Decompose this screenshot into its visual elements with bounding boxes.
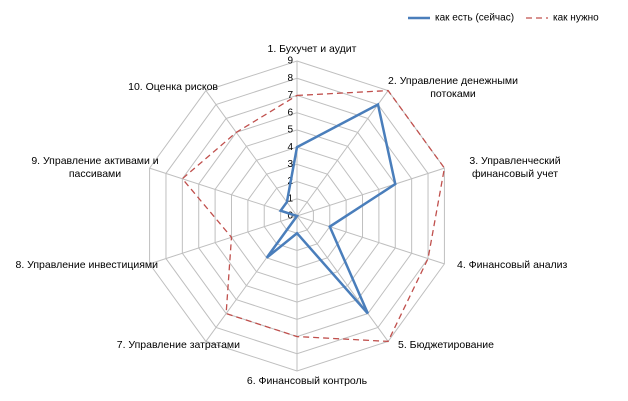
r-tick-label: 1	[287, 193, 293, 204]
r-tick-label: 7	[287, 90, 293, 101]
r-tick-label: 9	[287, 56, 293, 67]
spoke	[296, 215, 389, 342]
axis-label: 2. Управление денежными потоками	[388, 75, 518, 100]
axis-label: 8. Управление инвестициями	[15, 259, 159, 271]
r-tick-label: 3	[287, 159, 293, 170]
spoke	[149, 167, 298, 217]
axis-label: 4. Финансовый анализ	[457, 259, 568, 271]
series-line	[181, 89, 446, 343]
spoke	[149, 215, 298, 265]
axis-label: 10. Оценка рисков	[128, 81, 218, 93]
spoke	[205, 90, 298, 217]
spoke	[296, 167, 445, 217]
r-tick-label: 6	[287, 107, 293, 118]
axis-label: 9. Управление активами и пассивами	[31, 155, 159, 180]
legend-label: как нужно	[553, 13, 599, 24]
r-tick-label: 8	[287, 73, 293, 84]
axis-label: 6. Финансовый контроль	[246, 375, 368, 387]
axis-label: 7. Управление затратами	[116, 339, 240, 351]
axis-label: 5. Бюджетирование	[398, 339, 495, 351]
r-tick-label: 5	[287, 125, 293, 136]
legend-label: как есть (сейчас)	[435, 13, 514, 24]
axis-label: 3. Управленческий финансовый учет	[469, 155, 561, 180]
r-tick-label: 0	[287, 211, 293, 222]
spoke	[296, 90, 389, 217]
series-line	[265, 102, 397, 315]
axis-label: 1. Бухучет и аудит	[267, 43, 357, 55]
r-tick-label: 4	[287, 142, 293, 153]
spoke	[296, 215, 445, 265]
